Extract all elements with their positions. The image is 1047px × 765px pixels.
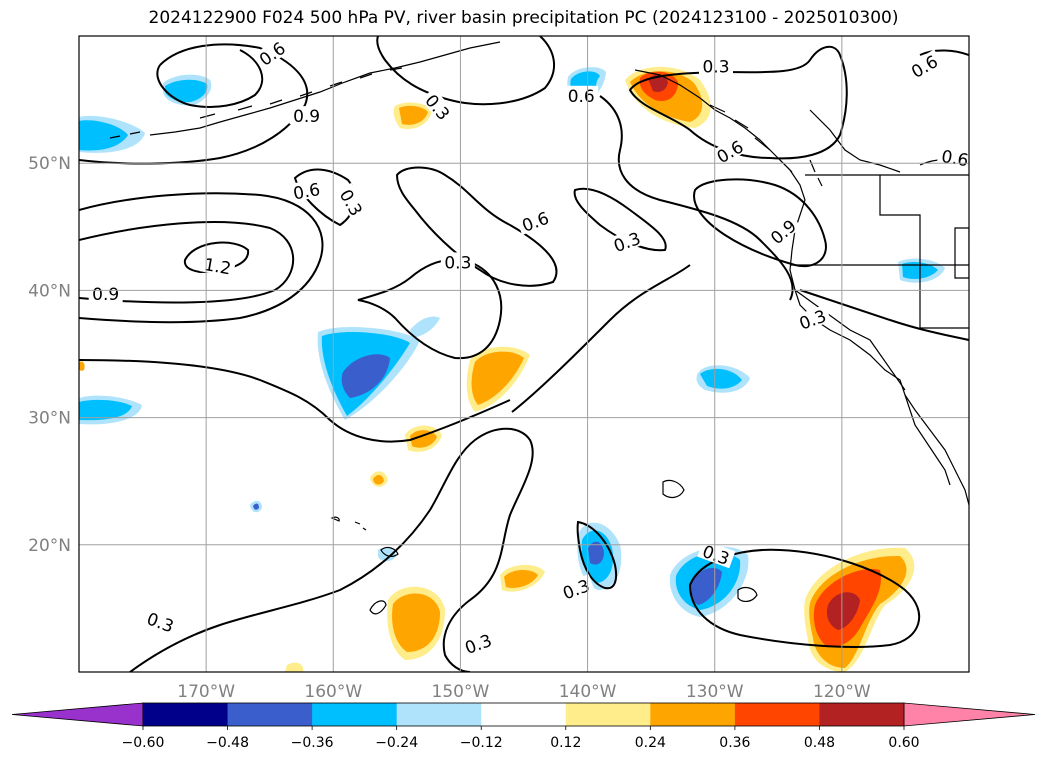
colorbar-segment [396, 703, 482, 726]
contour-label: 0.3 [141, 607, 180, 637]
contour-label: 0.6 [516, 206, 555, 237]
lon-tick-label: 170°W [177, 682, 235, 702]
colorbar-segment [650, 703, 736, 726]
lat-tick-label: 20°N [28, 536, 71, 556]
svg-text:0.9: 0.9 [293, 107, 320, 127]
colorbar-tick-label: 0.24 [635, 735, 666, 751]
lon-tick-label: 120°W [813, 682, 871, 702]
colorbar-outline [142, 702, 905, 727]
lon-tick-label: 140°W [559, 682, 617, 702]
lat-tick-label: 50°N [28, 154, 71, 174]
contour-label: 0.3 [335, 182, 369, 222]
contour-label: 0.3 [440, 252, 475, 273]
contour-label: 0.6 [564, 85, 599, 107]
colorbar-tick-label: −0.60 [122, 735, 165, 751]
colorbar-segment [819, 703, 905, 726]
negative-anomaly-blobs [79, 67, 945, 617]
colorbar-tick-label: 0.60 [888, 735, 919, 751]
lat-tick-label: 40°N [28, 281, 71, 301]
lat-tick-label: 30°N [28, 409, 71, 429]
svg-text:0.6: 0.6 [292, 180, 322, 204]
colorbar-tick-label: 0.12 [550, 735, 581, 751]
positive-anomaly-blobs [79, 66, 915, 672]
map-frame [78, 35, 970, 673]
lon-tick-label: 160°W [304, 682, 362, 702]
svg-text:0.6: 0.6 [568, 87, 595, 107]
svg-text:0.3: 0.3 [702, 58, 729, 78]
colorbar-tick-label: −0.12 [460, 735, 503, 751]
colorbar-tick-label: 0.36 [719, 735, 750, 751]
colorbar-segment [227, 703, 313, 726]
colorbar-tick-label: −0.24 [375, 735, 418, 751]
contour-label: 0.3 [793, 304, 832, 335]
contour-label: 0.6 [288, 178, 325, 204]
contour-label: 0.3 [458, 628, 497, 659]
gridlines [79, 36, 969, 672]
colorbar-segment [312, 703, 398, 726]
contour-label: 0.9 [763, 213, 802, 249]
lon-tick-label: 130°W [686, 682, 744, 702]
colorbar-extend-low [11, 702, 144, 727]
contour-label: 0.9 [289, 106, 324, 127]
precip-pc-shading [79, 66, 945, 672]
colorbar-tick-label: −0.48 [206, 735, 249, 751]
latitude-labels: 20°N 30°N 40°N 50°N [28, 154, 71, 556]
colorbar-segment [481, 703, 567, 726]
colorbar-tick-label: 0.48 [804, 735, 835, 751]
svg-text:0.9: 0.9 [92, 285, 119, 305]
contour-label: 0.9 [88, 284, 123, 305]
contour-label: 1.2 [199, 253, 237, 279]
svg-text:0.6: 0.6 [940, 147, 970, 171]
colorbar-segment [734, 703, 820, 726]
coastlines [109, 41, 969, 615]
contour-label: 0.6 [710, 134, 749, 168]
contour-label: 0.3 [698, 56, 733, 78]
contour-label: 0.6 [936, 145, 970, 171]
colorbar-segment [143, 703, 229, 726]
colorbar: −0.60 −0.48 −0.36 −0.24 −0.12 0.12 0.24 0.36 0.4… [11, 702, 1036, 751]
longitude-labels: 170°W 160°W 150°W 140°W 130°W 120°W [177, 682, 871, 702]
colorbar-tick-label: −0.36 [291, 735, 334, 751]
lon-tick-label: 150°W [432, 682, 490, 702]
contour-label: 0.3 [556, 574, 595, 604]
colorbar-extend-high [903, 702, 1036, 727]
pv-contours [79, 36, 969, 672]
colorbar-segment [565, 703, 651, 726]
svg-text:0.3: 0.3 [444, 253, 471, 273]
contour-label: 0.3 [607, 226, 646, 257]
contour-label: 0.6 [904, 49, 944, 83]
svg-text:1.2: 1.2 [202, 255, 232, 279]
map-title: 2024122900 F024 500 hPa PV, river basin … [148, 8, 899, 28]
